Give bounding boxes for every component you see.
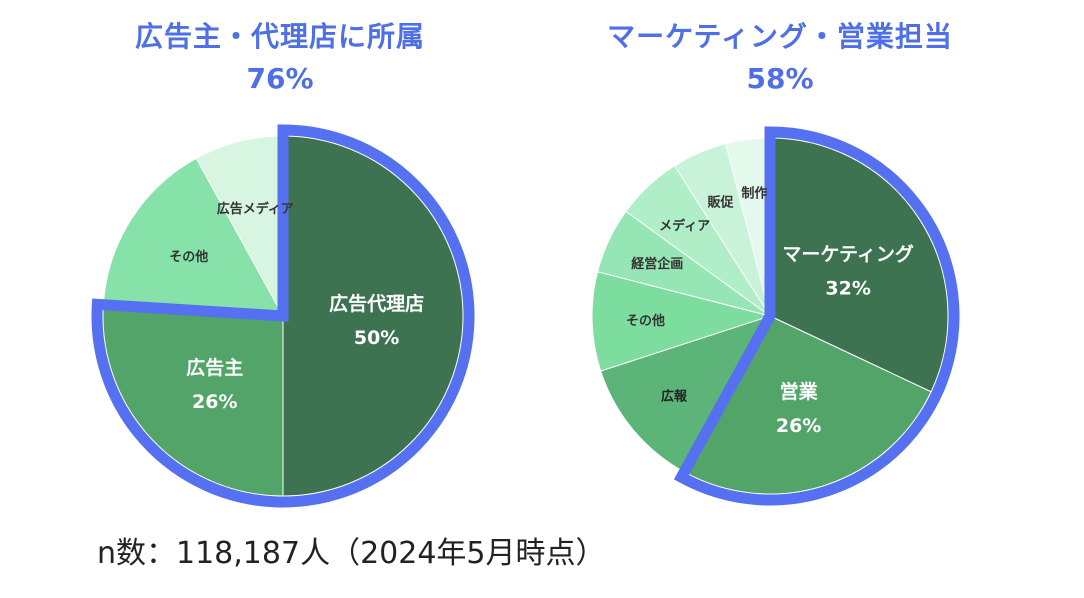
- left-slice-value-0: 50%: [354, 327, 399, 349]
- right-chart-total: 58%: [746, 61, 814, 95]
- right-pie-slice-2: [600, 315, 772, 473]
- right-slice-label-6: 販促: [708, 195, 735, 211]
- right-pie-slice-3: [591, 271, 772, 372]
- sample-size-note: n数：118,187人（2024年5月時点）: [97, 536, 606, 571]
- right-slice-value-1: 26%: [776, 415, 821, 437]
- left-pie-slice-2: [102, 157, 284, 317]
- right-pie-slice-0: [769, 137, 949, 393]
- right-slice-label-1: 営業: [780, 380, 819, 403]
- right-slice-label-5: メディア: [659, 218, 710, 234]
- left-chart-title: 広告主・代理店に所属 76%: [40, 20, 520, 95]
- left-pie: 広告代理店 50% 広告主 26% その他 広告メディア: [91, 124, 475, 508]
- left-slice-value-1: 26%: [192, 391, 237, 413]
- right-highlight-outline: [673, 126, 960, 506]
- left-slice-label-1: 広告主: [186, 356, 243, 379]
- right-slice-label-7: 制作: [741, 185, 767, 201]
- left-slice-label-2: その他: [169, 249, 208, 265]
- right-slice-label-2: 広報: [661, 388, 688, 404]
- left-pie-slice-1: [102, 304, 284, 497]
- left-chart-total: 76%: [246, 61, 314, 95]
- left-pie-slice-0: [282, 135, 464, 497]
- left-chart-title-text: 広告主・代理店に所属: [134, 20, 425, 53]
- left-slice-label-0: 広告代理店: [329, 292, 424, 315]
- right-slice-value-0: 32%: [825, 277, 870, 299]
- left-slice-label-3: 広告メディア: [217, 201, 294, 217]
- right-chart-title-text: マーケティング・営業担当: [607, 20, 953, 53]
- right-slice-label-0: マーケティング: [782, 242, 913, 265]
- right-slice-label-4: 経営企画: [631, 256, 683, 272]
- right-chart-title: マーケティング・営業担当 58%: [520, 20, 1040, 95]
- right-slice-label-3: その他: [626, 313, 665, 329]
- left-highlight-outline: [91, 124, 475, 508]
